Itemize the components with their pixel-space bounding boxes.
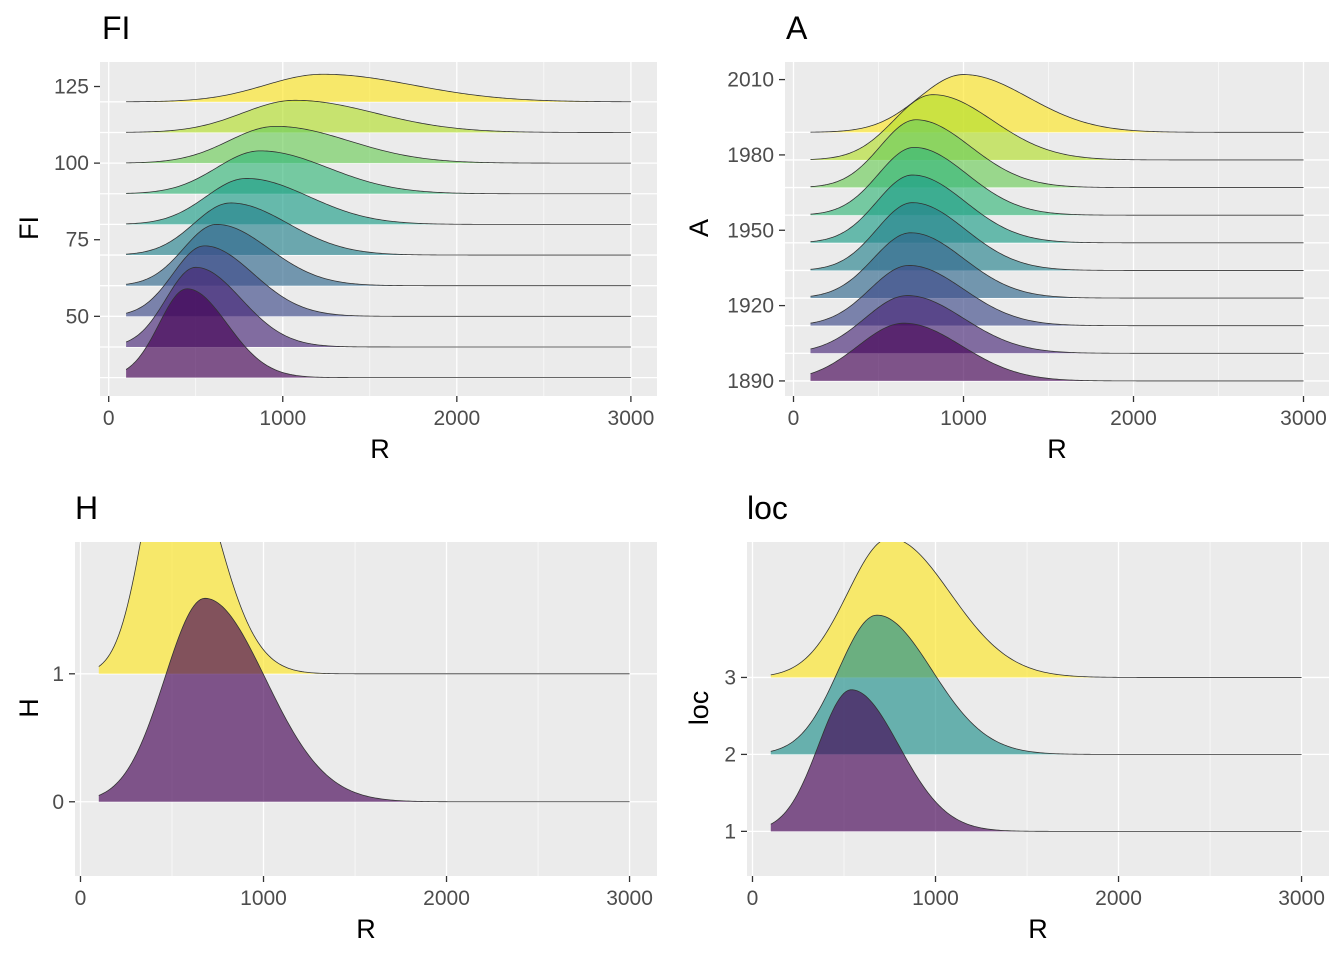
- x-tick-label: 1000: [912, 887, 959, 910]
- plot-area-h: [75, 542, 657, 876]
- x-tick-label: 0: [103, 407, 115, 430]
- x-tick-label: 3000: [606, 887, 653, 910]
- ridge-fill-0: [98, 598, 630, 802]
- ridge-line-80: [126, 178, 631, 225]
- ridge-line-40: [125, 266, 631, 348]
- ridge-line-50: [126, 245, 631, 317]
- x-axis-title-a: R: [1047, 434, 1067, 464]
- x-tick-label: 1000: [240, 887, 287, 910]
- x-tick-label: 3000: [1280, 407, 1327, 430]
- x-axis-h: 0 1000 2000 3000: [75, 876, 653, 910]
- panel-fi: FI R FI 0 1000 2000 3000 50 75 100 125: [14, 10, 657, 464]
- x-tick-label: 0: [747, 887, 759, 910]
- y-tick-label: 3: [724, 666, 736, 689]
- x-tick-label: 3000: [1278, 887, 1325, 910]
- x-tick-label: 3000: [608, 407, 655, 430]
- plot-area-fi: [100, 62, 657, 396]
- x-tick-label: 2000: [1110, 407, 1157, 430]
- x-tick-label: 1000: [940, 407, 987, 430]
- panel-h: H R H 0 1000 2000 3000 01: [14, 490, 657, 944]
- x-tick-label: 2000: [1095, 887, 1142, 910]
- y-axis-title-loc: loc: [684, 691, 714, 726]
- x-axis-a: 0 1000 2000 3000: [788, 396, 1327, 430]
- x-axis-title-fi: R: [370, 434, 390, 464]
- y-tick-label: 2010: [727, 69, 774, 92]
- ridge-line-1890: [810, 322, 1304, 382]
- y-tick-label: 2: [724, 743, 736, 766]
- panel-title-fi: FI: [102, 10, 130, 46]
- y-tick-label: 1980: [727, 144, 774, 167]
- panel-title-h: H: [75, 490, 98, 526]
- ridge-line-2: [770, 614, 1302, 755]
- y-axis-title-a: A: [684, 219, 714, 237]
- y-tick-label: 100: [54, 152, 89, 175]
- plot-area-a: [785, 62, 1329, 396]
- ridge-line-70: [126, 202, 631, 256]
- ridge-line-1901: [810, 295, 1304, 354]
- y-tick-label: 50: [66, 305, 89, 328]
- ridge-line-60: [126, 223, 631, 287]
- panel-loc: loc R loc 0 1000 2000 3000 1 2 3: [684, 490, 1329, 944]
- y-axis-fi: 50 75 100 125: [54, 76, 100, 328]
- y-tick-label: 1920: [727, 295, 774, 318]
- ridge-line-0: [98, 597, 630, 803]
- ridge-fill-110: [126, 100, 631, 133]
- y-tick-label: 1950: [727, 219, 774, 242]
- ridge-fill-50: [126, 245, 631, 317]
- panel-title-loc: loc: [747, 490, 788, 526]
- ridge-line-1978: [810, 94, 1304, 161]
- ridge-line-90: [126, 150, 631, 195]
- ridge-line-1934: [810, 202, 1304, 271]
- ridge-line-1: [770, 689, 1302, 832]
- ridge-fill-2: [770, 615, 1302, 755]
- y-axis-a: 1890 1920 1950 1980 2010: [727, 69, 785, 393]
- y-tick-label: 0: [52, 791, 64, 814]
- ridge-line-1945: [810, 174, 1304, 244]
- ridge-fill-40: [126, 267, 631, 347]
- y-tick-label: 1890: [727, 370, 774, 393]
- ridge-line-3: [770, 542, 1302, 678]
- y-axis-h: 01: [52, 663, 75, 814]
- ridge-line-1923: [810, 232, 1304, 299]
- x-axis-loc: 0 1000 2000 3000: [747, 876, 1325, 910]
- ridge-fill-1: [770, 689, 1302, 832]
- x-axis-fi: 0 1000 2000 3000: [103, 396, 654, 430]
- ridge-line-120: [126, 73, 631, 103]
- ridge-fill-30: [126, 288, 631, 378]
- panel-title-a: A: [786, 10, 808, 46]
- ridge-line-30: [125, 288, 631, 379]
- y-axis-loc: 1 2 3: [724, 666, 747, 843]
- ridge-line-1956: [810, 146, 1304, 216]
- y-axis-title-fi: FI: [14, 216, 44, 240]
- ridge-line-110: [126, 99, 631, 133]
- x-tick-label: 2000: [433, 407, 480, 430]
- ridge-line-1: [98, 542, 630, 675]
- x-axis-title-loc: R: [1028, 914, 1048, 944]
- ridge-line-1989: [810, 74, 1304, 133]
- y-axis-title-h: H: [14, 698, 44, 718]
- x-axis-title-h: R: [356, 914, 376, 944]
- x-tick-label: 2000: [423, 887, 470, 910]
- x-tick-label: 0: [788, 407, 800, 430]
- plot-area-loc: [747, 542, 1329, 876]
- y-tick-label: 1: [52, 663, 64, 686]
- ridge-line-1967: [810, 119, 1304, 188]
- y-tick-label: 75: [66, 229, 89, 252]
- ridge-line-1912: [810, 265, 1304, 327]
- y-tick-label: 125: [54, 76, 89, 99]
- ridge-fill-120: [126, 74, 631, 102]
- panel-a: A R A 0 1000 2000 3000 1890 1920 1950 1980 2010: [684, 10, 1329, 464]
- ridge-fill-1890: [810, 323, 1304, 381]
- x-tick-label: 0: [75, 887, 87, 910]
- x-tick-label: 1000: [259, 407, 306, 430]
- ridge-fill-60: [126, 224, 631, 286]
- ridge-line-100: [126, 125, 631, 164]
- y-tick-label: 1: [724, 820, 736, 843]
